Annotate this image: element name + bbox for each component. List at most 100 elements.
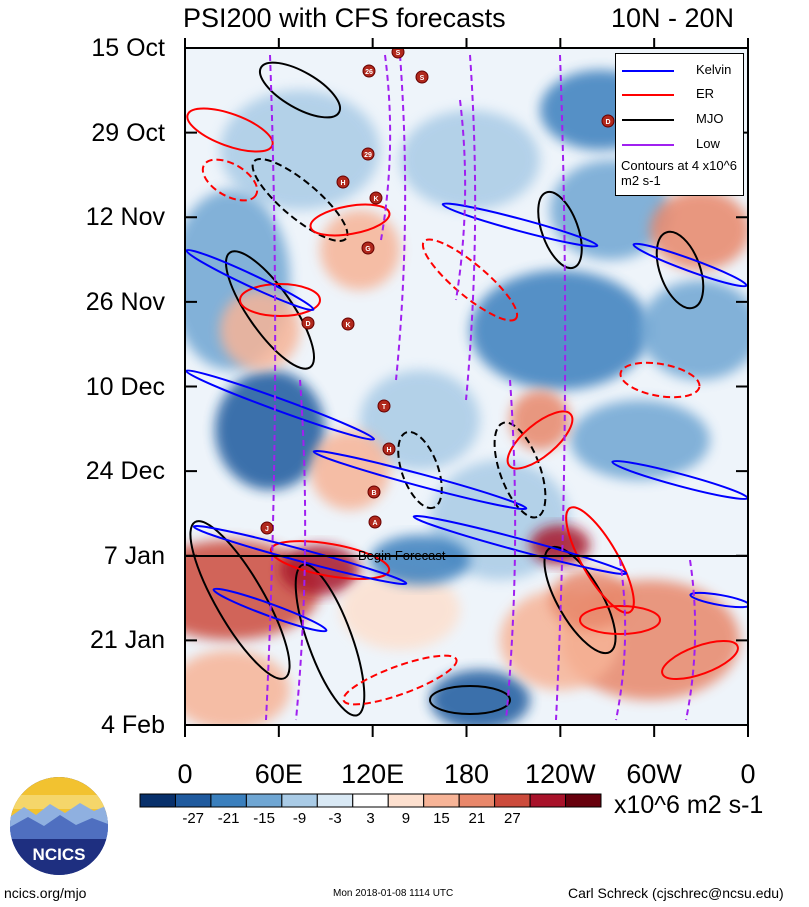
storm-marker-label: G	[365, 246, 371, 253]
begin-forecast-label: Begin Forecast	[358, 548, 446, 563]
shading-blob	[650, 190, 748, 270]
colorbar-swatch	[139, 793, 176, 808]
colorbar-tick-label: 3	[366, 810, 375, 827]
colorbar-swatch	[174, 793, 212, 808]
colorbar-tick-label: -9	[292, 810, 307, 827]
contour	[565, 506, 635, 614]
shading-blob	[185, 650, 290, 725]
contour	[412, 514, 628, 576]
legend: Kelvin ER MJO Low Contours at 4 x10^6 m2…	[615, 53, 744, 196]
colorbar-swatch	[245, 793, 283, 808]
colorbar-swatch	[458, 793, 496, 808]
legend-swatch	[622, 70, 674, 72]
storm-marker	[336, 175, 350, 189]
legend-label: Low	[696, 136, 720, 151]
colorbar	[139, 793, 602, 808]
storm-marker-label: S	[396, 50, 401, 57]
x-tick-label: 60W	[626, 759, 682, 789]
shading-blob	[470, 270, 650, 390]
legend-swatch	[622, 94, 674, 96]
contour	[661, 640, 739, 680]
storm-marker-label: H	[340, 180, 345, 187]
colorbar-tick-label: -21	[217, 810, 240, 827]
contour	[506, 410, 574, 470]
legend-swatch	[622, 144, 674, 146]
axis-ticks	[184, 38, 749, 737]
logo-text: NCICS	[33, 845, 86, 864]
chart-title: PSI200 with CFS forecasts	[183, 3, 506, 33]
legend-label: Kelvin	[696, 62, 732, 77]
storm-marker-label: H	[386, 447, 391, 454]
wave-contours	[185, 54, 748, 721]
colorbar-swatch	[529, 793, 567, 808]
y-tick-label: 10 Dec	[85, 372, 165, 401]
contour	[259, 61, 341, 119]
contour	[312, 449, 528, 511]
colorbar-swatch	[352, 793, 389, 808]
y-tick-label: 15 Oct	[91, 34, 165, 62]
storm-marker	[362, 64, 376, 78]
legend-label: ER	[696, 86, 715, 101]
contour	[429, 685, 511, 715]
storm-marker-label: K	[345, 322, 350, 329]
legend-note: Contours at 4 x10^6 m2 s-1	[621, 158, 737, 188]
contour	[294, 563, 366, 717]
contour	[189, 520, 291, 680]
contour	[397, 430, 443, 510]
storm-marker-label: D	[305, 321, 310, 328]
storm-marker-label: 29	[364, 152, 372, 159]
x-tick-label: 120E	[341, 759, 405, 789]
storm-marker	[391, 48, 405, 59]
contour	[185, 248, 315, 312]
footer-author: Carl Schreck (cjschrec@ncsu.edu)	[568, 885, 784, 901]
contour	[309, 203, 391, 237]
colorbar-tick-label: -15	[253, 810, 275, 827]
shading-blob	[310, 430, 390, 510]
contour	[212, 587, 328, 633]
shading-blob	[320, 210, 400, 290]
contour	[619, 361, 701, 399]
y-tick-label: 7 Jan	[103, 541, 165, 570]
storm-marker	[377, 399, 391, 413]
contour-low	[505, 379, 517, 721]
contour-low	[555, 54, 567, 721]
storm-marker-label: J	[265, 526, 269, 533]
shading-blob	[570, 400, 710, 480]
colorbar-tick-label: -3	[328, 810, 342, 827]
colorbar-swatch	[210, 793, 247, 808]
shading-blob	[340, 570, 460, 650]
shading-blob	[550, 570, 630, 630]
shading-blob	[430, 670, 530, 725]
colorbar-swatch	[316, 793, 354, 808]
colorbar-units: x10^6 m2 s-1	[614, 791, 764, 819]
x-tick-label: 60E	[254, 759, 303, 789]
contour	[201, 158, 259, 202]
contour	[689, 591, 748, 609]
legend-swatch	[622, 119, 674, 121]
colorbar-tick-label: 15	[433, 810, 450, 827]
colorbar-swatch	[494, 793, 531, 808]
contour	[239, 283, 321, 317]
x-tick-label: 0	[177, 759, 193, 789]
footer-timestamp: Mon 2018-01-08 1114 UTC	[333, 888, 454, 899]
contour	[579, 605, 661, 635]
storm-marker-label: K	[373, 196, 378, 203]
colorbar-swatch	[281, 793, 318, 808]
contour-low	[295, 379, 307, 721]
y-tick-label: 26 Nov	[85, 287, 165, 316]
storm-marker	[361, 147, 375, 161]
colorbar-swatch	[565, 793, 602, 808]
shading-blob	[640, 280, 748, 380]
colorbar-tick-label: 21	[468, 810, 486, 827]
storm-marker-label: D	[605, 119, 610, 126]
storm-marker	[260, 521, 274, 535]
colorbar-swatch	[423, 793, 460, 808]
legend-item-kelvin: Kelvin	[622, 61, 742, 81]
storm-marker-label: T	[382, 404, 387, 411]
contour	[192, 524, 408, 586]
storm-markers: 26 S S D 29 H K G D K T H B A J	[260, 48, 615, 535]
y-tick-label: 4 Feb	[101, 711, 165, 739]
y-tick-label: 29 Oct	[91, 118, 165, 147]
shading-blob	[370, 535, 470, 585]
contour-low	[395, 54, 407, 381]
